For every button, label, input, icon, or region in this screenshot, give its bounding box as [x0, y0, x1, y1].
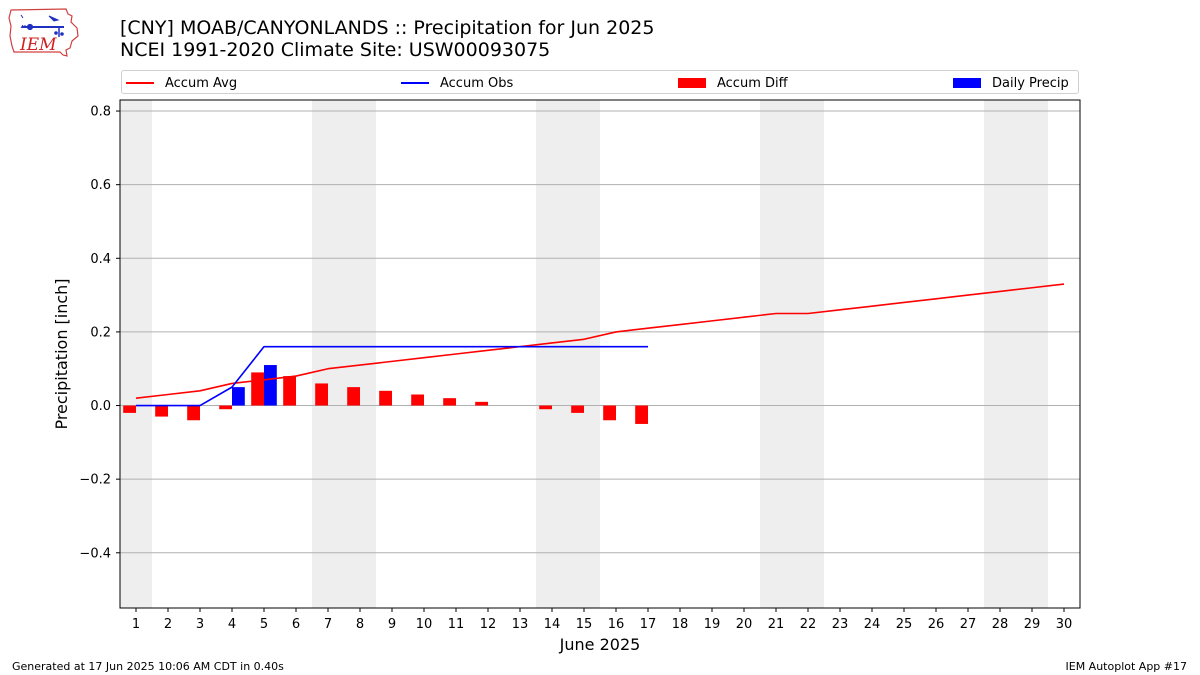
logo-text: IEM: [19, 35, 57, 55]
accum-diff-bar: [315, 383, 328, 406]
weekend-shade: [760, 100, 824, 608]
legend-swatch-accum-obs: [401, 82, 429, 84]
legend-item-daily-precip: Daily Precip: [953, 74, 1069, 92]
chart-title: [CNY] MOAB/CANYONLANDS :: Precipitation …: [120, 17, 655, 39]
x-tick-label: 14: [544, 617, 561, 632]
legend-swatch-accum-avg: [126, 82, 154, 84]
y-tick-label: −0.2: [79, 473, 111, 488]
legend-label-accum-avg: Accum Avg: [165, 75, 238, 91]
x-tick-label: 29: [1024, 617, 1041, 632]
x-tick-label: 13: [512, 617, 529, 632]
legend-label-accum-obs: Accum Obs: [440, 75, 514, 91]
accum-diff-bar: [475, 401, 488, 406]
legend-item-accum-diff: Accum Diff: [678, 74, 788, 92]
accum-diff-bar: [539, 405, 552, 410]
x-tick-label: 24: [864, 617, 881, 632]
legend-swatch-accum-diff: [678, 78, 706, 88]
accum-diff-bar: [443, 398, 456, 406]
x-tick-label: 9: [388, 617, 396, 632]
y-tick-label: −0.4: [79, 546, 111, 561]
y-tick-label: 0.4: [90, 252, 111, 267]
x-tick-label: 4: [228, 617, 236, 632]
x-tick-label: 26: [928, 617, 945, 632]
weekend-shade: [312, 100, 376, 608]
accum-diff-bar: [283, 376, 296, 406]
accum-diff-bar: [635, 405, 648, 424]
x-tick-label: 16: [608, 617, 625, 632]
y-axis-label: Precipitation [inch]: [52, 278, 71, 429]
autoplot-app-label: IEM Autoplot App #17: [1065, 660, 1188, 673]
legend-label-daily-precip: Daily Precip: [992, 75, 1069, 91]
x-tick-label: 28: [992, 617, 1009, 632]
weekend-shade: [984, 100, 1048, 608]
x-axis-label: June 2025: [559, 635, 641, 654]
x-tick-label: 1: [132, 617, 140, 632]
chart-legend: Accum Avg Accum Obs Accum Diff Daily Pre…: [121, 70, 1079, 94]
legend-item-accum-obs: Accum Obs: [401, 74, 513, 92]
accum-diff-bar: [603, 405, 616, 421]
x-tick-label: 8: [356, 617, 364, 632]
x-tick-label: 27: [960, 617, 977, 632]
weekend-shade: [120, 100, 152, 608]
daily-precip-bar: [264, 365, 277, 406]
accum-diff-bar: [123, 405, 136, 413]
x-tick-label: 3: [196, 617, 204, 632]
accum-obs-line: [136, 345, 648, 407]
x-tick-label: 22: [800, 617, 817, 632]
legend-label-accum-diff: Accum Diff: [717, 75, 788, 91]
weekend-shade: [536, 100, 600, 608]
daily-precip-bar: [232, 387, 245, 406]
x-tick-label: 5: [260, 617, 268, 632]
accum-diff-bar: [187, 405, 200, 421]
x-tick-label: 15: [576, 617, 593, 632]
accum-diff-bar: [219, 405, 232, 410]
x-tick-label: 20: [736, 617, 753, 632]
x-tick-label: 11: [448, 617, 465, 632]
y-tick-label: 0.8: [90, 105, 111, 120]
accum-diff-bar: [347, 387, 360, 406]
legend-item-accum-avg: Accum Avg: [126, 74, 237, 92]
x-tick-label: 6: [292, 617, 300, 632]
accum-avg-line: [135, 283, 1065, 399]
plot-frame: [119, 99, 1081, 609]
y-tick-label: 0.0: [90, 399, 111, 414]
chart-subtitle: NCEI 1991-2020 Climate Site: USW00093075: [120, 39, 551, 61]
weather-station-icon: [20, 14, 64, 37]
x-tick-label: 7: [324, 617, 332, 632]
x-tick-label: 18: [672, 617, 689, 632]
x-tick-label: 23: [832, 617, 849, 632]
accum-diff-bar: [411, 394, 424, 406]
x-tick-label: 12: [480, 617, 497, 632]
accum-diff-bar: [571, 405, 584, 413]
x-tick-label: 21: [768, 617, 785, 632]
iem-logo: IEM: [8, 8, 79, 57]
accum-diff-bar: [379, 390, 392, 406]
x-tick-label: 25: [896, 617, 913, 632]
y-tick-label: 0.6: [90, 178, 111, 193]
x-tick-label: 10: [416, 617, 433, 632]
y-tick-label: 0.2: [90, 325, 111, 340]
accum-diff-bar: [155, 405, 168, 417]
generated-timestamp: Generated at 17 Jun 2025 10:06 AM CDT in…: [12, 660, 284, 673]
x-tick-label: 17: [640, 617, 657, 632]
x-tick-label: 30: [1056, 617, 1073, 632]
accum-diff-bar: [251, 372, 264, 406]
x-tick-label: 2: [164, 617, 172, 632]
legend-swatch-daily-precip: [953, 78, 981, 88]
x-tick-label: 19: [704, 617, 721, 632]
iowa-state-outline: [8, 8, 79, 57]
